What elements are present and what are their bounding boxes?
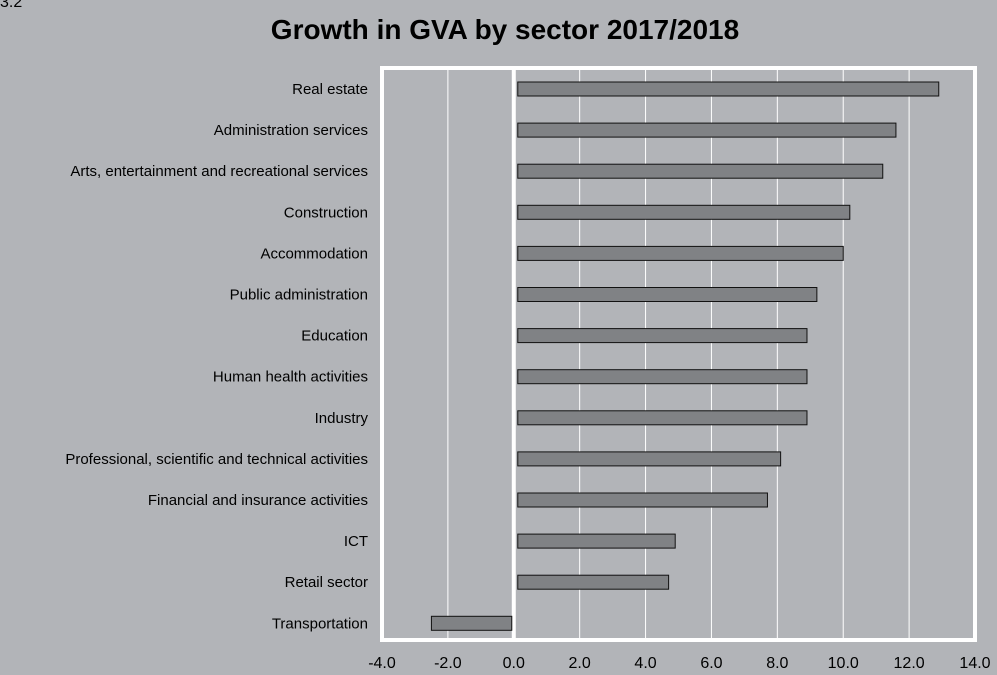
bar <box>517 328 808 344</box>
bar <box>517 287 818 302</box>
x-tick-label: -2.0 <box>434 655 462 672</box>
category-label: Real estate <box>292 81 368 98</box>
category-label: Human health activities <box>213 369 368 386</box>
category-label: Transportation <box>272 615 368 632</box>
bar <box>517 81 940 97</box>
category-label: Professional, scientific and technical a… <box>65 451 368 468</box>
x-tick-label: 4.0 <box>634 655 656 672</box>
x-tick-label: -4.0 <box>368 655 396 672</box>
category-label: ICT <box>344 533 368 550</box>
x-tick-label: 2.0 <box>569 655 591 672</box>
bar <box>517 574 670 590</box>
category-label: Industry <box>315 410 369 427</box>
x-tick-label: 0.0 <box>503 655 525 672</box>
figure-number: 3.2 <box>0 0 23 11</box>
bar <box>430 615 513 631</box>
category-label: Education <box>301 328 368 345</box>
x-tick-label: 8.0 <box>766 655 788 672</box>
bar <box>517 451 782 467</box>
bar <box>517 410 808 426</box>
plot-frame <box>380 66 977 642</box>
bar <box>517 163 884 179</box>
category-label: Accommodation <box>260 245 368 262</box>
bar <box>517 122 897 138</box>
category-label: Construction <box>284 204 368 221</box>
bar <box>517 204 851 220</box>
x-tick-label: 14.0 <box>959 655 990 672</box>
bar <box>517 245 844 261</box>
x-tick-label: 12.0 <box>894 655 925 672</box>
x-tick-label: 10.0 <box>828 655 859 672</box>
category-label: Administration services <box>214 122 368 139</box>
x-tick-label: 6.0 <box>700 655 722 672</box>
bar <box>517 533 676 549</box>
bar <box>517 492 768 508</box>
bar <box>517 369 808 385</box>
category-label: Public administration <box>230 287 368 304</box>
chart-title: Growth in GVA by sector 2017/2018 <box>270 14 740 45</box>
category-label: Arts, entertainment and recreational ser… <box>70 163 368 180</box>
category-label: Financial and insurance activities <box>148 492 368 509</box>
category-label: Retail sector <box>285 574 368 591</box>
